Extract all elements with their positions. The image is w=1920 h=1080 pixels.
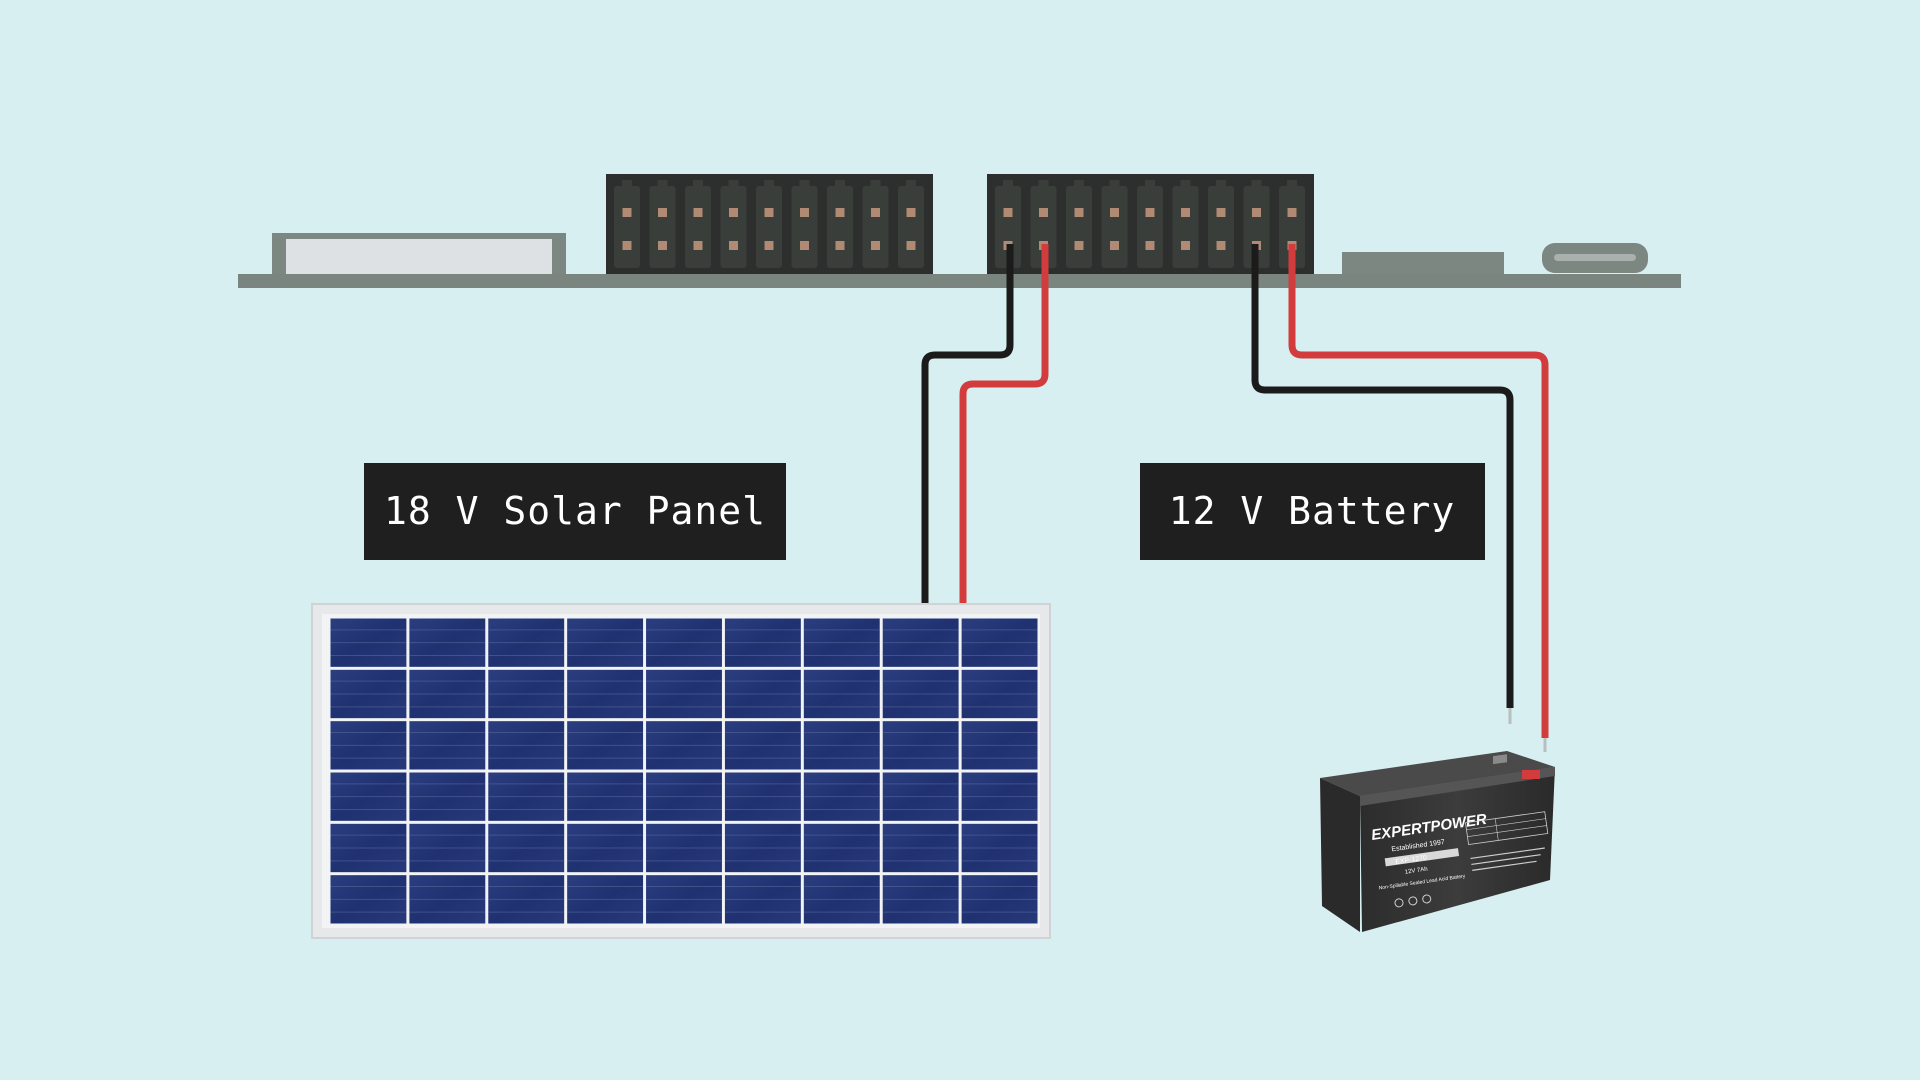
terminal-slot [1208, 186, 1234, 268]
terminal-pin [658, 241, 667, 250]
terminal-slot [649, 186, 676, 268]
terminal-slot [1066, 186, 1092, 268]
terminal-pin [622, 208, 632, 217]
usb-port-left [272, 233, 566, 274]
terminal-slot [1172, 186, 1199, 268]
terminal-slot [1137, 186, 1163, 268]
terminal-pin [835, 241, 845, 250]
terminal-pin [1145, 241, 1155, 250]
usb-c-port [1542, 243, 1648, 273]
certification-mark [1394, 898, 1404, 908]
solar-panel-label: 18 V Solar Panel [364, 463, 786, 560]
battery-spec: 12V 7Ah [1404, 867, 1428, 876]
terminal-pin [1287, 208, 1297, 217]
solar-negative-wire [921, 244, 1014, 606]
terminal-pin [835, 208, 845, 217]
terminal-pin [658, 208, 667, 217]
terminal-pin [1216, 241, 1226, 250]
terminal-pin [1003, 208, 1013, 217]
wires [921, 244, 1549, 752]
terminal-pin [622, 241, 632, 250]
terminal-pin [906, 208, 916, 217]
terminal-pin [871, 241, 880, 250]
battery-negative-terminal [1493, 754, 1507, 765]
battery-model: EXP-1270 [1395, 855, 1428, 866]
terminal-slot [614, 186, 640, 268]
terminal-pin [1216, 208, 1226, 217]
terminal-slot [1279, 186, 1305, 268]
terminal-block-right [987, 174, 1314, 274]
terminal-pin [1252, 208, 1261, 217]
terminal-slot [995, 186, 1021, 268]
terminal-pin [1181, 241, 1190, 250]
solar-panel [311, 603, 1051, 939]
terminal-pin [800, 208, 809, 217]
terminal-pin [693, 208, 703, 217]
solar-panel-label-text: 18 V Solar Panel [384, 489, 766, 533]
terminal-slot [720, 186, 747, 268]
board-pcb [238, 274, 1681, 288]
terminal-pin [1074, 208, 1084, 217]
recycle-mark [1422, 894, 1432, 904]
terminal-slot [791, 186, 818, 268]
terminal-pin [693, 241, 703, 250]
terminal-slot [1101, 186, 1128, 268]
terminal-pin [906, 241, 916, 250]
battery: EXPERTPOWER Established 1997 EXP-1270 12… [1320, 751, 1555, 932]
terminal-slot [898, 186, 924, 268]
terminal-pin [1074, 241, 1084, 250]
solar-positive-wire [959, 244, 1049, 606]
terminal-pin [729, 241, 738, 250]
solar-cells [330, 618, 1038, 924]
terminal-slot [1243, 186, 1270, 268]
small-component [1342, 252, 1504, 274]
terminal-pin [729, 208, 738, 217]
battery-label: 12 V Battery [1140, 463, 1485, 560]
terminal-pin [764, 241, 774, 250]
terminal-slot [756, 186, 782, 268]
terminal-slot [827, 186, 853, 268]
terminal-pin [1145, 208, 1155, 217]
terminal-pin [1181, 208, 1190, 217]
terminal-slot [862, 186, 889, 268]
terminal-pin [1039, 208, 1048, 217]
terminal-slot [685, 186, 711, 268]
terminal-pin [1110, 208, 1119, 217]
battery-positive-wire [1288, 244, 1549, 738]
terminal-pin [800, 241, 809, 250]
battery-negative-wire [1251, 244, 1514, 708]
battery-positive-terminal [1522, 770, 1540, 779]
terminal-pin [764, 208, 774, 217]
terminal-block-left [606, 174, 933, 274]
controller-board [238, 174, 1681, 288]
terminal-slot [1030, 186, 1057, 268]
terminal-pin [871, 208, 880, 217]
terminal-pin [1110, 241, 1119, 250]
certification-mark [1408, 896, 1418, 906]
battery-label-text: 12 V Battery [1169, 489, 1456, 533]
